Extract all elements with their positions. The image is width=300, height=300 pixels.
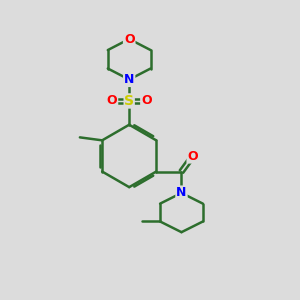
Text: N: N [176, 186, 187, 200]
Text: O: O [188, 150, 198, 163]
Text: O: O [124, 32, 134, 46]
Text: N: N [124, 73, 134, 86]
Text: O: O [141, 94, 152, 107]
Text: S: S [124, 94, 134, 108]
Text: O: O [106, 94, 117, 107]
